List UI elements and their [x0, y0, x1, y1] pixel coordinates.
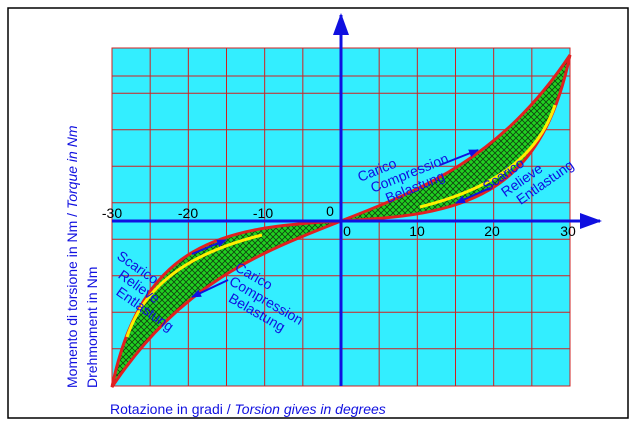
y-label-line2: Drehmoment in Nm	[84, 267, 100, 388]
x-tick-label: -20	[178, 205, 198, 221]
x-tick-label: 30	[560, 223, 576, 239]
x-tick-label: 10	[409, 223, 425, 239]
arrow	[191, 279, 229, 298]
arrow	[191, 239, 227, 255]
y-label-main: Momento di torsione in Nm /	[64, 209, 80, 388]
loop-right	[340, 54, 572, 223]
x-tick-label: 0	[326, 203, 334, 219]
inner-line	[419, 104, 557, 209]
x-tick-label: 0	[343, 223, 351, 239]
x-tick-label: 20	[484, 223, 500, 239]
x-tick-label: -10	[253, 205, 273, 221]
arrow	[455, 187, 491, 204]
arrow	[439, 149, 479, 166]
y-label: Momento di torsione in Nm / Torque in Nm	[64, 125, 80, 388]
loop-left	[110, 219, 342, 388]
inner-line	[125, 233, 263, 338]
x-tick-label: -30	[102, 205, 122, 221]
y-axis-title: Momento di torsione in Nm / Torque in Nm…	[64, 125, 100, 388]
y-label-italic: Torque in Nm	[64, 125, 80, 209]
x-label-main: Rotazione in gradi /	[110, 401, 235, 417]
x-label: Rotazione in gradi / Torsion gives in de…	[110, 401, 386, 417]
x-label-italic: Torsion gives in degrees	[235, 401, 386, 417]
